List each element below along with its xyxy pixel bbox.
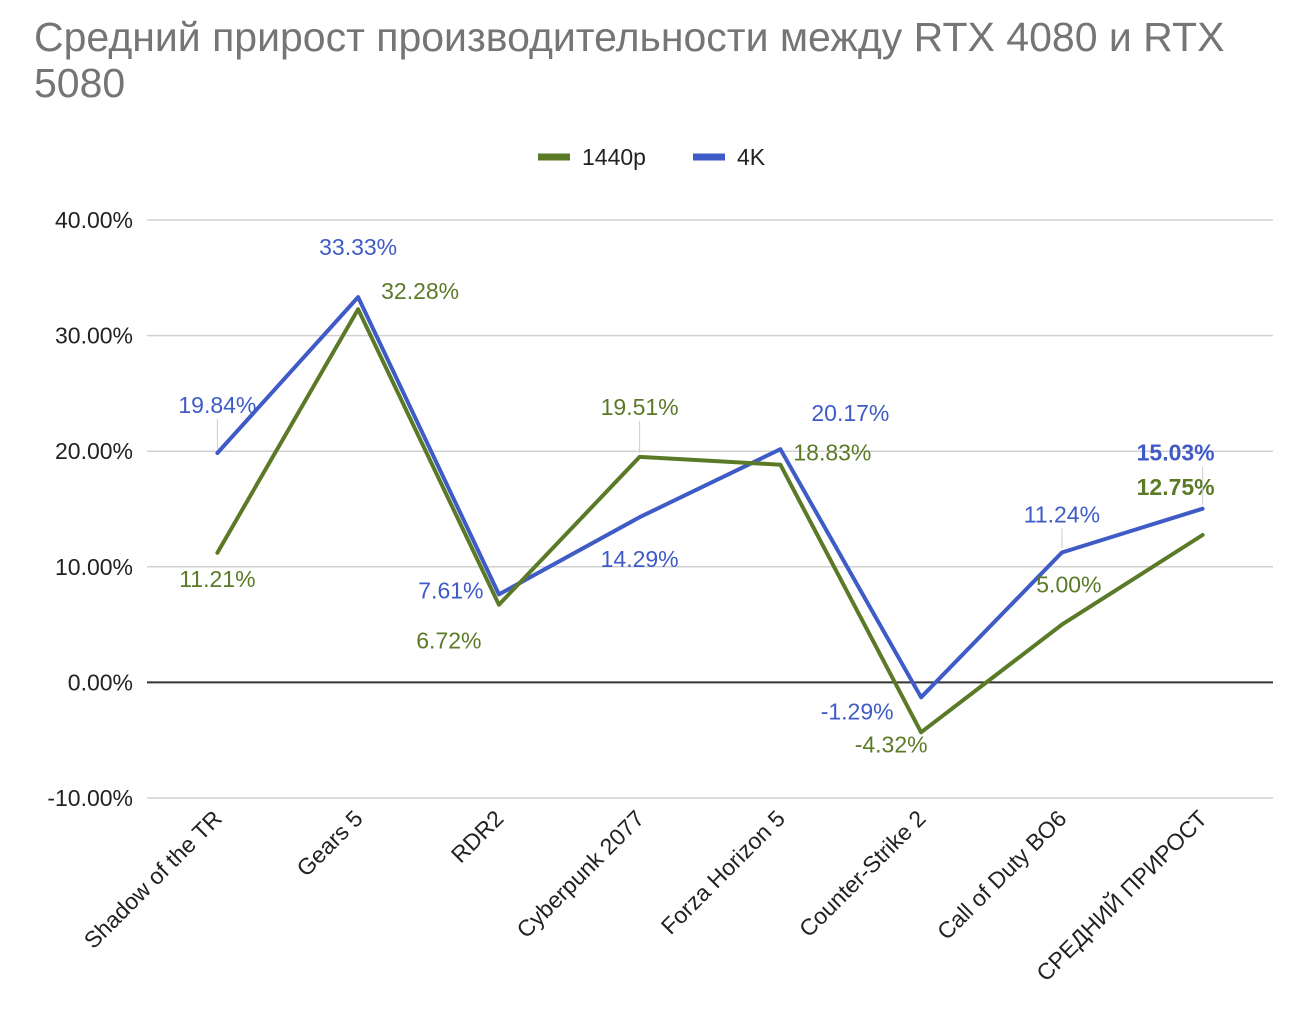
grid-lines: [147, 219, 1273, 799]
series-line-4k: [215, 295, 1205, 700]
data-label: 33.33%: [319, 234, 397, 260]
data-label: 6.72%: [416, 628, 481, 654]
y-tick-label: 30.00%: [55, 323, 133, 349]
y-tick-label: 40.00%: [55, 207, 133, 233]
data-label: 18.83%: [793, 440, 871, 466]
y-tick-label: -10.00%: [47, 785, 133, 811]
data-label: 7.61%: [418, 577, 483, 603]
x-tick-label: Shadow of the TR: [79, 805, 227, 953]
data-label: 15.03%: [1137, 440, 1215, 466]
data-label: 19.84%: [178, 392, 256, 418]
data-label: -1.29%: [821, 698, 894, 724]
y-tick-label: 10.00%: [55, 554, 133, 580]
data-label: 11.21%: [179, 566, 255, 592]
data-label: 11.24%: [1024, 501, 1100, 527]
legend-label-1440p: 1440p: [582, 144, 646, 170]
x-tick-label: Forza Horizon 5: [656, 805, 790, 939]
data-label: 20.17%: [811, 400, 889, 426]
y-axis-ticks: 40.00% 30.00% 20.00% 10.00% 0.00% -10.00%: [47, 207, 133, 811]
data-label: 5.00%: [1036, 572, 1101, 598]
x-tick-label: Gears 5: [291, 805, 367, 881]
x-tick-label: Counter-Strike 2: [794, 805, 931, 942]
y-tick-label: 0.00%: [68, 669, 133, 695]
data-labels: 11.21% 32.28% 6.72% 19.51% 18.83% -4.32% 5.00%…: [178, 234, 1214, 757]
y-tick-label: 20.00%: [55, 438, 133, 464]
data-label: 12.75%: [1137, 474, 1215, 500]
legend-label-4k: 4K: [737, 144, 766, 170]
series-lines: [215, 295, 1205, 735]
series-line-1440p: [215, 307, 1205, 735]
data-label: 14.29%: [601, 546, 679, 572]
x-axis-labels: Shadow of the TR Gears 5 RDR2 Cyberpunk 207…: [79, 804, 1213, 986]
x-tick-label: Cyberpunk 2077: [511, 805, 649, 943]
x-tick-label: Call of Duty BO6: [932, 805, 1072, 945]
x-tick-label: RDR2: [446, 805, 509, 868]
data-label: 32.28%: [381, 278, 459, 304]
chart-title: Средний прирост производительности между…: [34, 14, 1225, 106]
legend: 1440p 4K: [538, 144, 766, 170]
data-label: -4.32%: [855, 731, 928, 757]
data-label: 19.51%: [601, 394, 679, 420]
